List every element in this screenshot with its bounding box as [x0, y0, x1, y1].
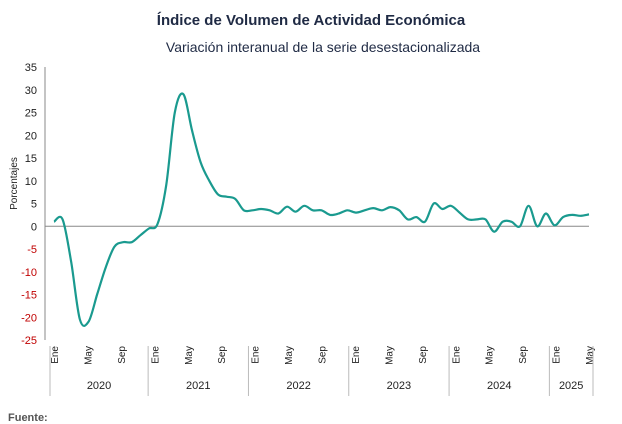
x-month-label: Sep — [117, 346, 128, 364]
x-year-label: 2020 — [87, 380, 111, 392]
y-tick-label: 15 — [25, 153, 37, 165]
x-month-label: Ene — [351, 346, 362, 364]
x-month-label: May — [384, 346, 395, 365]
x-month-label: May — [585, 346, 596, 365]
y-tick-label: 5 — [31, 199, 37, 211]
x-year-label: 2021 — [186, 380, 210, 392]
x-month-label: Ene — [50, 346, 61, 364]
x-year-label: 2023 — [387, 380, 411, 392]
y-axis-label: Porcentajes — [9, 157, 20, 210]
source-label: Fuente: — [8, 412, 48, 424]
x-month-label: May — [184, 346, 195, 365]
chart-title: Índice de Volumen de Actividad Económica — [156, 12, 466, 29]
y-tick-label: -10 — [21, 267, 37, 279]
x-month-label: Sep — [418, 346, 429, 364]
x-year-label: 2024 — [487, 380, 511, 392]
y-tick-label: 30 — [25, 85, 37, 97]
x-year-label: 2022 — [286, 380, 310, 392]
y-tick-label: -20 — [21, 312, 37, 324]
chart-subtitle: Variación interanual de la serie desesta… — [165, 39, 481, 55]
y-tick-label: 10 — [25, 176, 37, 188]
y-tick-label: -15 — [21, 290, 37, 302]
x-year-label: 2025 — [559, 380, 583, 392]
y-tick-label: 35 — [25, 62, 37, 74]
x-month-label: Ene — [251, 346, 262, 364]
series-line — [53, 92, 590, 328]
x-month-label: Sep — [318, 346, 329, 364]
y-tick-label: 20 — [25, 130, 37, 142]
x-month-label: May — [284, 346, 295, 365]
x-month-label: Sep — [217, 346, 228, 364]
y-tick-label: 0 — [31, 221, 37, 233]
y-tick-label: 25 — [25, 108, 37, 120]
x-month-label: Ene — [150, 346, 161, 364]
y-tick-label: -25 — [21, 335, 37, 347]
x-month-label: May — [485, 346, 496, 365]
x-month-label: Ene — [552, 346, 563, 364]
y-tick-label: -5 — [27, 244, 37, 256]
x-month-label: Sep — [518, 346, 529, 364]
x-month-label: May — [83, 346, 94, 365]
x-month-label: Ene — [451, 346, 462, 364]
